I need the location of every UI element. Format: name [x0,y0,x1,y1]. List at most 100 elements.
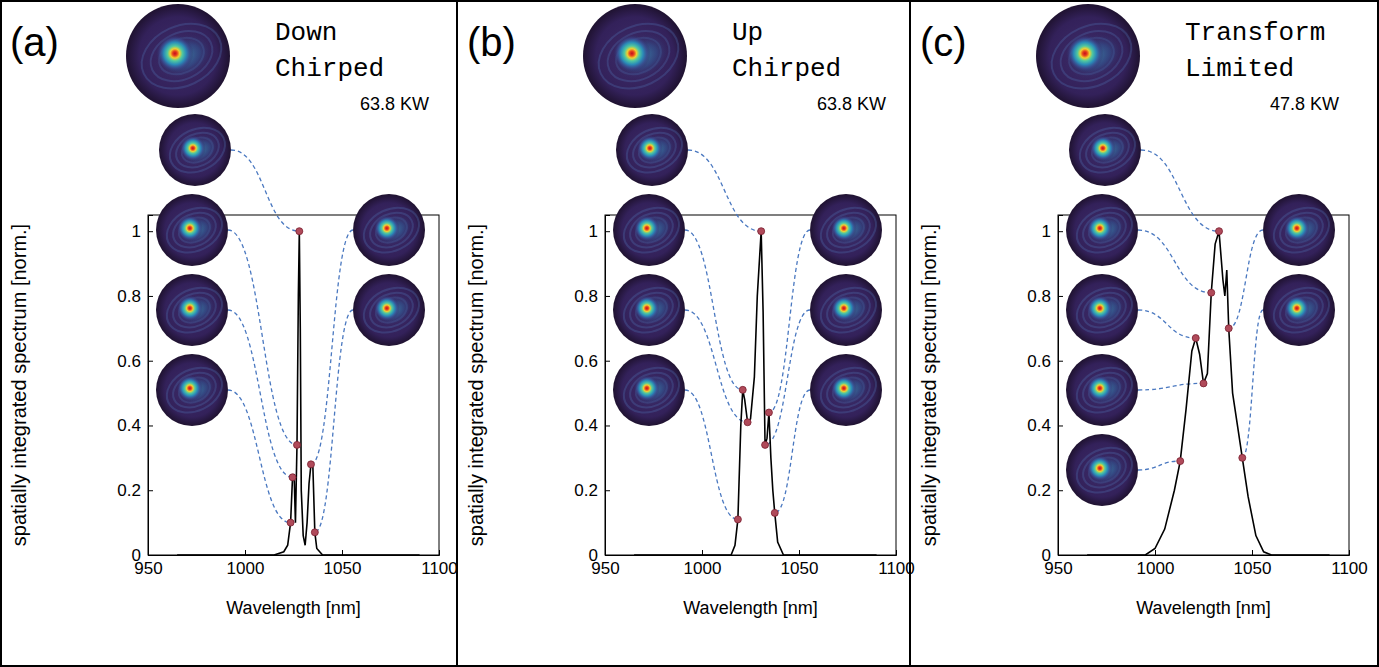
spectrum-line [634,231,877,555]
sample-point [293,441,300,448]
sample-point [1216,228,1223,235]
beam-profile [156,194,229,266]
beam-halo [171,207,223,253]
spectrum-line [1087,231,1330,555]
connector [228,310,293,477]
beam-halo [1084,127,1136,173]
tick-label: 0.2 [117,481,141,500]
power-annotation: 63.8 KW [817,94,886,114]
tick-mark [605,425,610,426]
beam-ring [617,359,687,421]
beam-ring [1073,119,1143,181]
beam-spot [1087,375,1113,401]
y-axis-title: spatially integrated spectrum [norm.] [918,224,940,546]
x-axis-title: Wavelength [nm] [226,598,360,618]
beam-profile [156,274,229,346]
tick-label: 1100 [421,559,458,578]
connector [315,310,353,532]
beam-profile [1263,194,1336,266]
tick-label: 1000 [1137,559,1175,578]
connector [1141,150,1219,231]
beam-halo [825,367,877,413]
beam-profile [1066,274,1139,346]
spectrum-line [177,231,420,555]
connector [685,310,748,422]
panel-title-line: Limited [1185,54,1294,84]
beam-spot [1284,215,1310,241]
panel-frames [1,1,1378,666]
beam-spot [637,135,663,161]
x-axis-title: Wavelength [nm] [1136,598,1270,618]
tick-label: 0.4 [1027,416,1051,435]
connector [1138,461,1180,470]
y-axis-title: spatially integrated spectrum [norm.] [8,224,30,546]
tick-label: 0 [589,546,598,565]
beam-profile [1069,114,1142,186]
beam-ring [814,199,884,261]
connector [228,390,291,523]
beam-spot [613,35,650,72]
beam-profile [613,194,686,266]
panel-label: (a) [10,20,59,64]
beam-spot [1090,135,1116,161]
sample-point [762,441,769,448]
beam-ring [131,11,232,100]
sample-point [758,228,765,235]
beam-profile [1066,434,1139,506]
axis-line [606,216,611,556]
beam-halo [1081,207,1133,253]
tick-mark [148,296,153,297]
beam-halo [628,207,680,253]
tick-label: 1 [132,222,141,241]
beam-ring [1070,439,1140,501]
beam-profile [159,114,232,186]
panel-title-line: Chirped [732,54,841,84]
tick-mark [1058,490,1063,491]
beam-spot [374,215,400,241]
data-marks [1087,228,1330,555]
beam-ring [1070,279,1140,341]
tick-label: 0.8 [117,287,141,306]
beam-ring [1267,279,1337,341]
beam-halo [631,127,683,173]
tick-label: 1000 [227,559,265,578]
beam-profile [126,4,232,108]
tick-label: 0.6 [1027,352,1051,371]
axis-line [149,216,154,556]
tick: 1050 [1234,550,1272,578]
beam-halo [628,287,680,333]
sample-point [287,519,294,526]
beam-halo [368,287,420,333]
sample-point [1177,458,1184,465]
beam-profile [613,354,686,426]
beam-spot [831,295,857,321]
y-axis-title: spatially integrated spectrum [norm.] [465,224,487,546]
data-marks [634,228,877,555]
connector [228,230,297,445]
connectors [228,150,353,532]
sample-point [1192,335,1199,342]
beam-halo [1081,287,1133,333]
beam-profile [583,4,689,108]
beam-halo [147,23,222,89]
tick-label: 0.6 [574,352,598,371]
data-marks [177,228,420,555]
tick-mark [1058,361,1063,362]
beam-insets [156,114,426,426]
beam-spot [374,295,400,321]
beam-spot [177,295,203,321]
beam-spot [1087,295,1113,321]
tick: 1 [1042,222,1063,241]
tick-mark [1058,296,1063,297]
beam-spot [156,35,193,72]
sample-point [734,516,741,523]
tick-label: 0.4 [117,416,141,435]
beam-profile [810,354,883,426]
beam-spot [177,215,203,241]
connector [685,390,738,519]
outer-frame [1,1,1378,666]
tick-mark [1058,425,1063,426]
connector [1138,310,1196,338]
beam-profile [353,274,426,346]
sample-point [296,228,303,235]
